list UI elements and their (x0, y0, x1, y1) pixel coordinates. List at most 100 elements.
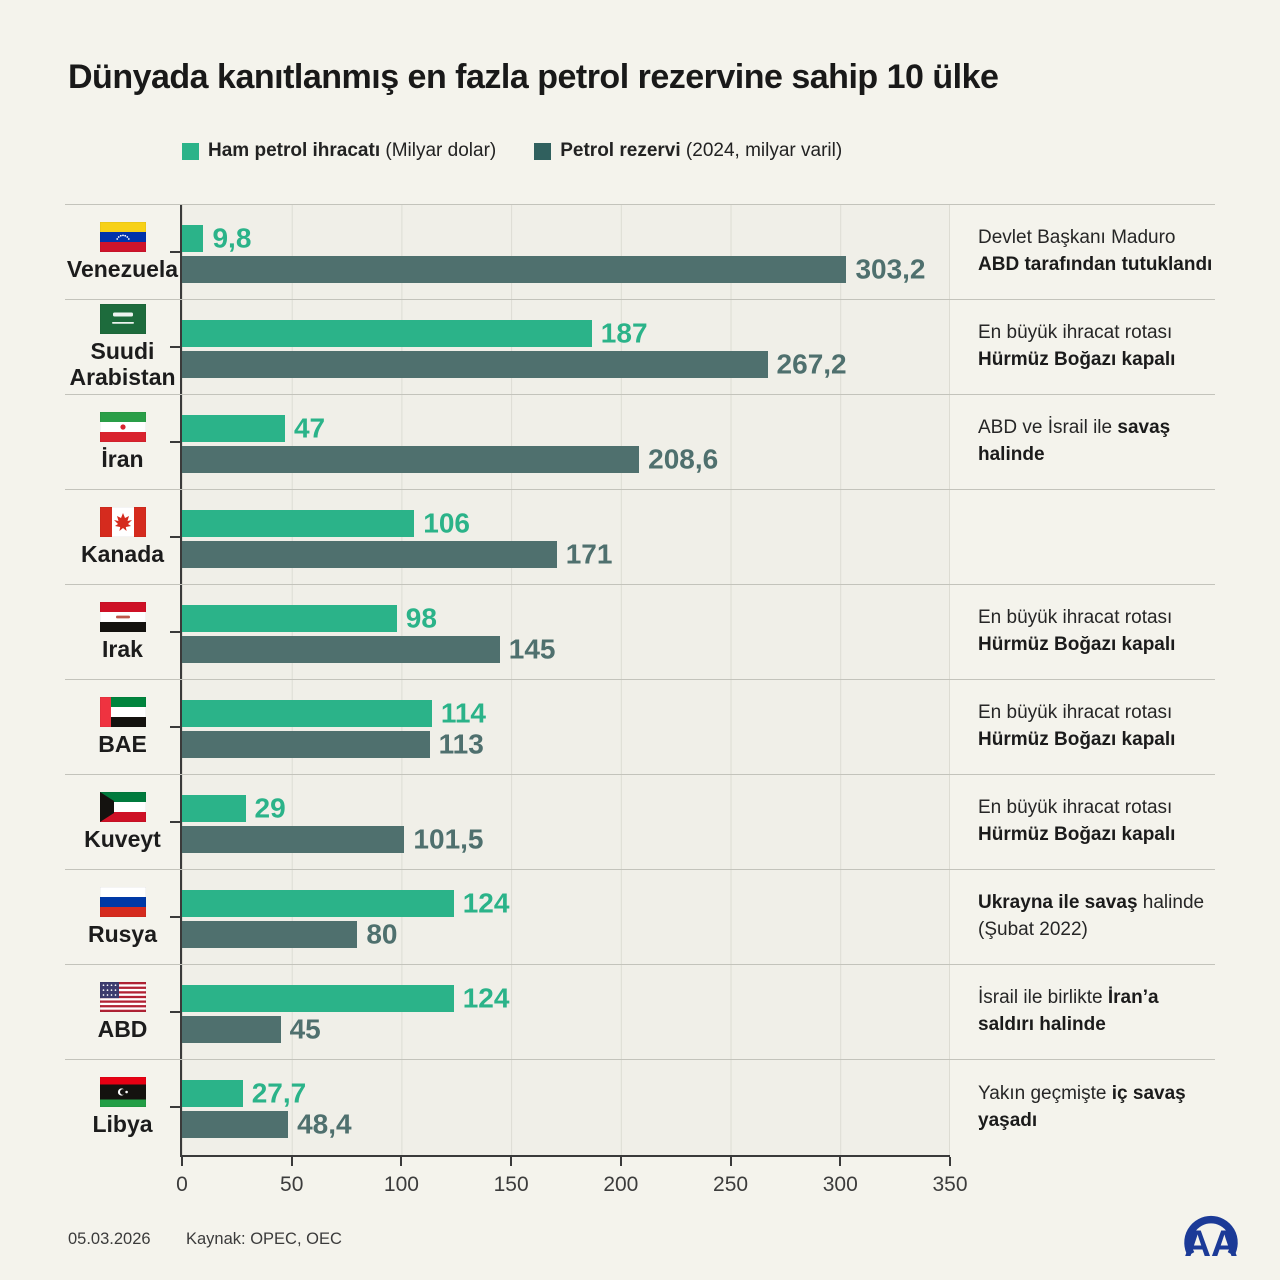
country-label-cell: Rusya (65, 870, 180, 964)
libya-flag (99, 1077, 146, 1108)
country-label-cell: Irak (65, 585, 180, 679)
country-label: Venezuela (66, 255, 179, 282)
plot-area: 29 101,5 (170, 775, 950, 869)
country-annotation: Devlet Başkanı Maduro ABD tarafından tut… (950, 205, 1215, 299)
country-label: ABD (97, 1015, 148, 1042)
export-bar: 187 (182, 318, 648, 347)
plot-area: 106 171 (170, 490, 950, 584)
x-axis: 0 50 100 150 200 250 300 350 (176, 1155, 968, 1211)
plot-area: 27,7 48,4 (170, 1060, 950, 1155)
country-label-cell: Kuveyt (65, 775, 180, 869)
iraq-flag (99, 601, 146, 632)
annotation-text: En büyük ihracat rotası Hürmüz Boğazı ka… (978, 607, 1176, 655)
russia-flag (99, 886, 146, 917)
export-bar-value: 124 (462, 886, 510, 918)
export-bar-value: 106 (423, 506, 470, 538)
export-bar-value: 124 (462, 981, 510, 1013)
country-label: İran (101, 445, 144, 472)
category-tick (170, 821, 180, 823)
reserve-bar-value: 45 (289, 1012, 321, 1044)
country-row: Suudi Arabistan 187 267,2 En büyük ihracat … (65, 300, 1215, 395)
country-label-cell: Suudi Arabistan (65, 300, 180, 394)
country-row: Kanada 106 171 (65, 490, 1215, 585)
country-row: BAE 114 113 En büyük ihracat rotası Hürmüz … (65, 680, 1215, 775)
reserve-bar: 48,4 (182, 1109, 352, 1138)
export-bar-value: 47 (293, 411, 326, 443)
category-tick (170, 1106, 180, 1108)
export-bar: 106 (182, 508, 470, 537)
category-tick (170, 346, 180, 348)
country-row: İran 47 208,6 ABD ve İsrail ile savaş halin… (65, 395, 1215, 490)
country-label: Suudi Arabistan (69, 337, 176, 390)
annotation-text: ABD ve İsrail ile savaş halinde (978, 417, 1171, 465)
annotation-text: Ukrayna ile savaş halinde (Şubat 2022) (978, 892, 1205, 940)
export-bar: 114 (182, 698, 486, 727)
data-source: Kaynak: OPEC, OEC (186, 1230, 342, 1248)
reserve-bar-value: 267,2 (776, 347, 847, 379)
saudi-arabia-flag (99, 303, 146, 334)
reserve-bar-value: 145 (508, 632, 556, 664)
venezuela-flag (99, 221, 146, 252)
annotation-text: En büyük ihracat rotası Hürmüz Boğazı ka… (978, 322, 1176, 370)
category-tick (170, 536, 180, 538)
country-label-cell: BAE (65, 680, 180, 774)
country-label-cell: İran (65, 395, 180, 489)
annotation-text: En büyük ihracat rotası Hürmüz Boğazı ka… (978, 797, 1176, 845)
country-row: Libya 27,7 48,4 Yakın geçmişte iç savaş yaş… (65, 1060, 1215, 1155)
export-bar-value: 27,7 (251, 1076, 307, 1108)
export-bar: 124 (182, 888, 509, 917)
reserve-bar-value: 48,4 (297, 1107, 352, 1139)
country-annotation: ABD ve İsrail ile savaş halinde (950, 395, 1215, 489)
reserve-bar: 303,2 (182, 254, 926, 283)
reserve-bar: 101,5 (182, 824, 484, 853)
axis-tick-label: 250 (713, 1173, 749, 1196)
category-tick (170, 1011, 180, 1013)
page-title: Dünyada kanıtlanmış en fazla petrol reze… (68, 58, 999, 96)
export-bar: 9,8 (182, 223, 251, 252)
country-annotation: En büyük ihracat rotası Hürmüz Boğazı ka… (950, 775, 1215, 869)
category-tick (170, 916, 180, 918)
reserve-bar-value: 113 (438, 727, 484, 759)
annotation-text: İsrail ile birlikte İran’a saldırı halin… (978, 987, 1159, 1035)
reserve-bar: 45 (182, 1014, 321, 1043)
plot-area: 124 45 (170, 965, 950, 1059)
country-label: Kanada (80, 540, 165, 567)
category-tick (170, 251, 180, 253)
uae-flag (99, 696, 146, 727)
axis-tick (290, 1157, 293, 1166)
export-bar: 29 (182, 793, 286, 822)
axis-tick (181, 1157, 183, 1166)
plot-area: 187 267,2 (170, 300, 950, 394)
axis-tick-label: 350 (932, 1173, 968, 1196)
category-tick (170, 726, 180, 728)
export-bar: 27,7 (182, 1078, 306, 1107)
category-tick (170, 441, 180, 443)
country-row: ABD 124 45 İsrail ile birlikte İran’a saldı… (65, 965, 1215, 1060)
aa-agency-logo: AA (1178, 1196, 1244, 1266)
axis-tick (839, 1157, 842, 1166)
export-bar: 98 (182, 603, 437, 632)
export-bar: 47 (182, 413, 325, 442)
legend-reserve-label: Petrol rezervi (2024, milyar varil) (560, 140, 843, 161)
axis-tick-label: 100 (383, 1173, 419, 1196)
chart-legend: Ham petrol ihracatı (Milyar dolar) Petro… (182, 140, 842, 162)
plot-area: 124 80 (170, 870, 950, 964)
axis-tick (729, 1157, 732, 1166)
country-row: Venezuela 9,8 303,2 Devlet Başkanı Maduro A… (65, 205, 1215, 300)
plot-area: 47 208,6 (170, 395, 950, 489)
country-label: Rusya (87, 920, 158, 947)
plot-area: 98 145 (170, 585, 950, 679)
country-annotation: En büyük ihracat rotası Hürmüz Boğazı ka… (950, 585, 1215, 679)
kuwait-flag (99, 791, 146, 822)
axis-tick-label: 200 (603, 1173, 639, 1196)
usa-flag (99, 981, 146, 1012)
reserve-bar: 267,2 (182, 349, 847, 378)
legend-item-reserve: Petrol rezervi (2024, milyar varil) (534, 140, 842, 162)
annotation-text: En büyük ihracat rotası Hürmüz Boğazı ka… (978, 702, 1176, 750)
annotation-text: Yakın geçmişte iç savaş yaşadı (978, 1082, 1186, 1131)
country-label: Libya (92, 1111, 153, 1138)
country-label: Kuveyt (84, 825, 161, 852)
country-row: Rusya 124 80 Ukrayna ile savaş halinde (Şub… (65, 870, 1215, 965)
reserve-bar-value: 171 (565, 537, 613, 569)
publication-date: 05.03.2026 (68, 1230, 151, 1248)
